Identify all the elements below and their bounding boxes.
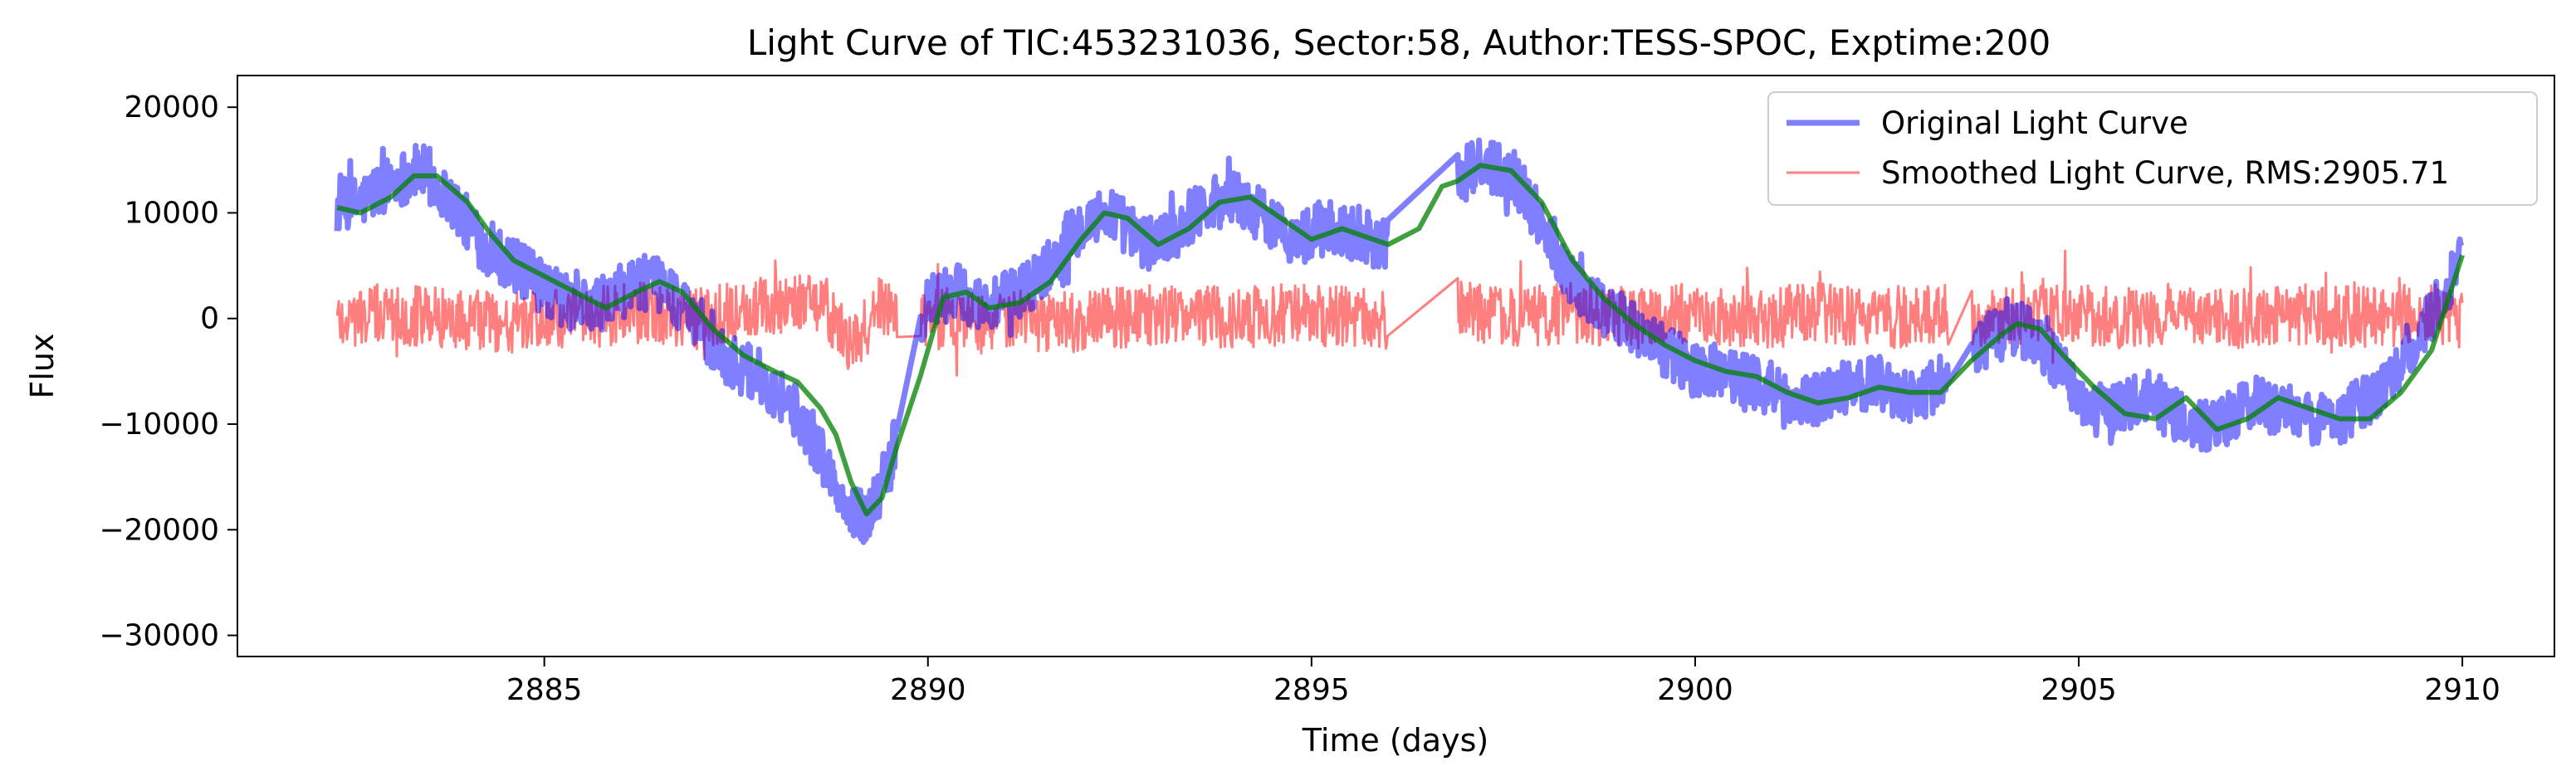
x-tick-label: 2885 [506,673,583,707]
x-tick-label: 2905 [2041,673,2117,707]
x-tick-label: 2900 [1657,673,1733,707]
legend-label-original: Original Light Curve [1881,105,2188,141]
y-axis-label: Flux [24,334,61,399]
y-tick-label: −10000 [99,408,219,442]
x-tick-label: 2890 [890,673,966,707]
legend-box [1767,91,2538,206]
y-tick-label: 10000 [124,196,219,230]
series-layer [334,137,2465,545]
x-tick-label: 2895 [1273,673,1350,707]
y-tick-label: −30000 [99,619,219,653]
series-trend-line [336,163,2465,517]
plot-frame [237,75,2555,657]
y-tick-label: 0 [200,302,219,336]
legend-label-smoothed: Smoothed Light Curve, RMS:2905.71 [1881,155,2449,191]
y-axis-ticks: −30000 −20000 −10000 0 10000 20000 [99,90,237,653]
y-tick-label: −20000 [99,513,219,547]
chart-title: Light Curve of TIC:453231036, Sector:58,… [747,22,2051,63]
x-axis-ticks: 2885 2890 2895 2900 2905 2910 [506,657,2500,707]
x-tick-label: 2910 [2424,673,2500,707]
x-axis-label: Time (days) [1302,722,1488,759]
legend: Original Light Curve Smoothed Light Curv… [1767,91,2538,206]
y-tick-label: 20000 [124,90,219,124]
